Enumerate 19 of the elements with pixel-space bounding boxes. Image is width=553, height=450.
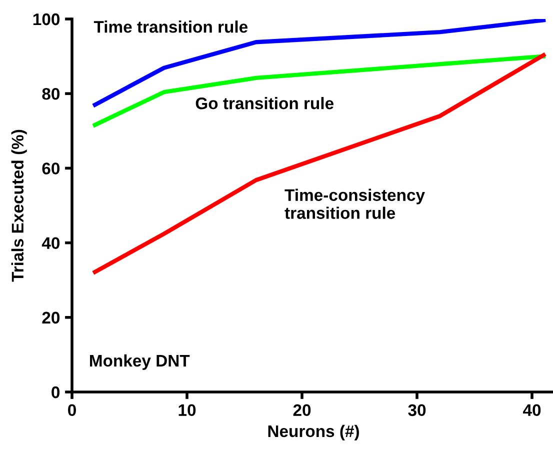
line-series: [92, 53, 546, 274]
x-tick-label: 10: [178, 404, 196, 416]
x-tick-label: 20: [293, 404, 311, 416]
y-tick-label: 40: [42, 237, 60, 250]
y-tick-label: 20: [42, 312, 60, 324]
y-axis-title: Trials Executed (%): [11, 130, 27, 282]
annotation: Time transition rule: [94, 20, 248, 33]
y-tick-label: 60: [42, 162, 60, 174]
x-tick-label: 40: [522, 404, 541, 416]
x-tick-label: 0: [68, 404, 76, 416]
y-tick-label: 0: [52, 386, 60, 398]
line-series: [92, 54, 546, 128]
y-tick-label: 80: [42, 88, 60, 100]
annotation: Time-consistency transition rule: [284, 188, 425, 219]
x-axis-title: Neurons (#): [268, 424, 359, 440]
y-tick-label: 100: [33, 13, 60, 26]
annotation: Go transition rule: [196, 97, 334, 110]
x-tick-label: 30: [408, 404, 426, 416]
annotation: Monkey DNT: [90, 354, 190, 370]
